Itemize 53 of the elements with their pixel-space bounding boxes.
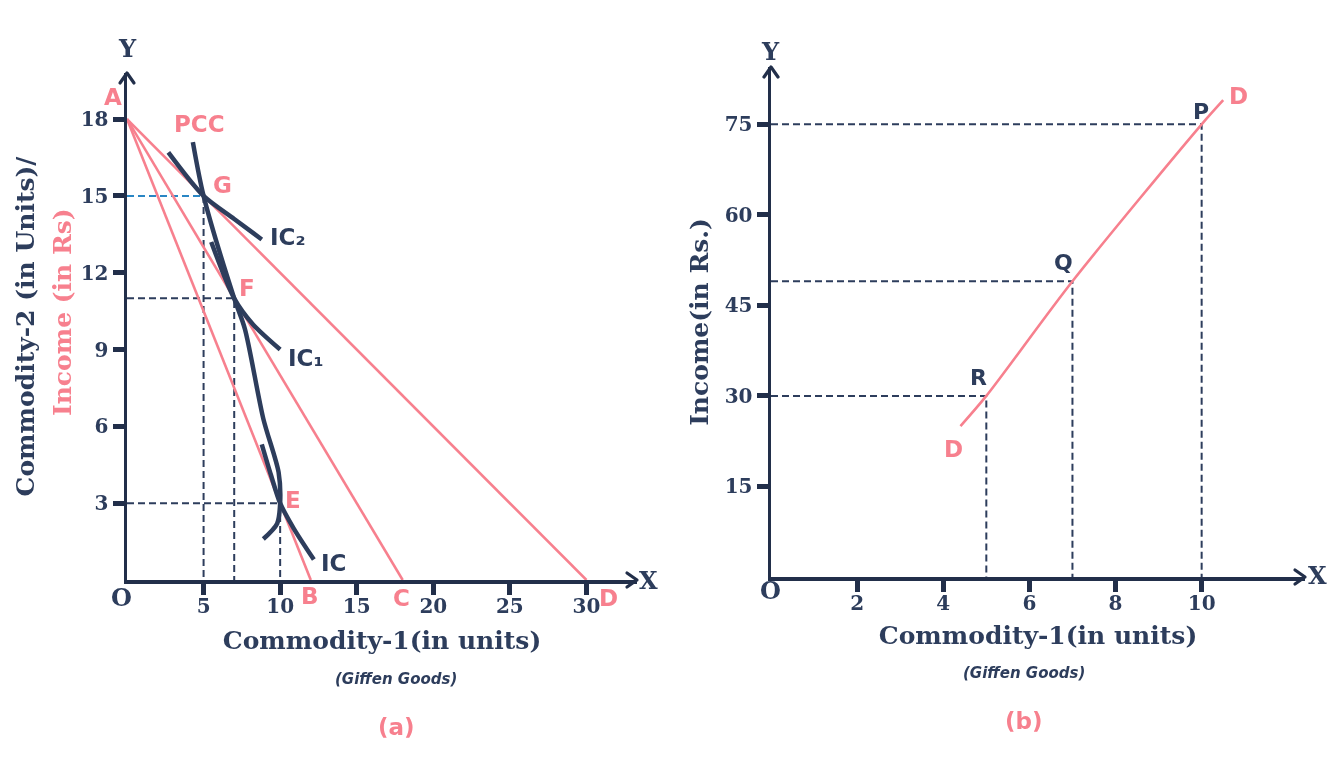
text: O	[111, 583, 132, 612]
text: Y	[761, 37, 780, 66]
x-tick-label: 25	[495, 593, 524, 618]
x-tick-label: 30	[572, 593, 601, 618]
text: (a)	[378, 714, 415, 740]
text: (Giffen Goods)	[963, 664, 1086, 682]
y-tick-label: 6	[94, 414, 109, 439]
y-axis-title: Income(in Rs.)	[684, 218, 714, 426]
text: X	[1308, 561, 1327, 590]
x-tick-label: 4	[936, 590, 951, 615]
annotation: A	[104, 84, 122, 110]
y-tick-label: 15	[724, 474, 753, 499]
y-tick-label: 3	[94, 491, 109, 516]
x-tick-label: 10	[266, 593, 295, 618]
x-tick-label: 5	[196, 593, 211, 618]
x-tick-label: 20	[419, 593, 448, 618]
y-tick-label: 30	[724, 383, 753, 408]
annotation: O	[760, 576, 781, 605]
annotation: P	[1193, 99, 1210, 124]
text: (Giffen Goods)	[335, 670, 458, 688]
annotation: IC	[321, 550, 347, 576]
annotation: IC₁	[288, 345, 324, 371]
annotation: E	[285, 487, 301, 513]
annotation: Q	[1054, 250, 1073, 275]
annotation: F	[239, 275, 255, 301]
x-axis-title: Commodity-1(in units)	[878, 621, 1198, 651]
x-tick-label: 2	[850, 590, 865, 615]
annotation: C	[393, 585, 410, 611]
y-tick-label: 15	[80, 183, 109, 208]
x-tick-label: 10	[1187, 590, 1216, 615]
annotation: PCC	[174, 111, 225, 137]
text: Income (in Rs)	[48, 208, 78, 417]
text: Y	[118, 34, 137, 63]
annotation: D	[599, 585, 619, 611]
annotation: B	[301, 583, 319, 609]
y-tick-label: 18	[80, 107, 109, 132]
y-tick-label: 9	[94, 337, 109, 362]
annotation: D	[1229, 83, 1249, 109]
x-axis-title: Commodity-1(in units)	[222, 626, 542, 656]
x-tick-label: 15	[342, 593, 371, 618]
text: (b)	[1005, 708, 1043, 734]
annotation: R	[970, 365, 987, 390]
y-tick-label: 12	[80, 260, 109, 285]
annotation: IC₂	[270, 224, 306, 250]
text: X	[639, 566, 658, 595]
y-tick-label: 60	[724, 202, 753, 227]
y-tick-label: 75	[724, 112, 753, 137]
annotation: G	[213, 172, 232, 198]
x-tick-label: 6	[1022, 590, 1037, 615]
annotation: D	[944, 436, 964, 462]
y-tick-label: 45	[724, 293, 753, 318]
y-axis-title: Commodity-2 (in Units)/	[10, 155, 40, 497]
x-tick-label: 8	[1108, 590, 1123, 615]
